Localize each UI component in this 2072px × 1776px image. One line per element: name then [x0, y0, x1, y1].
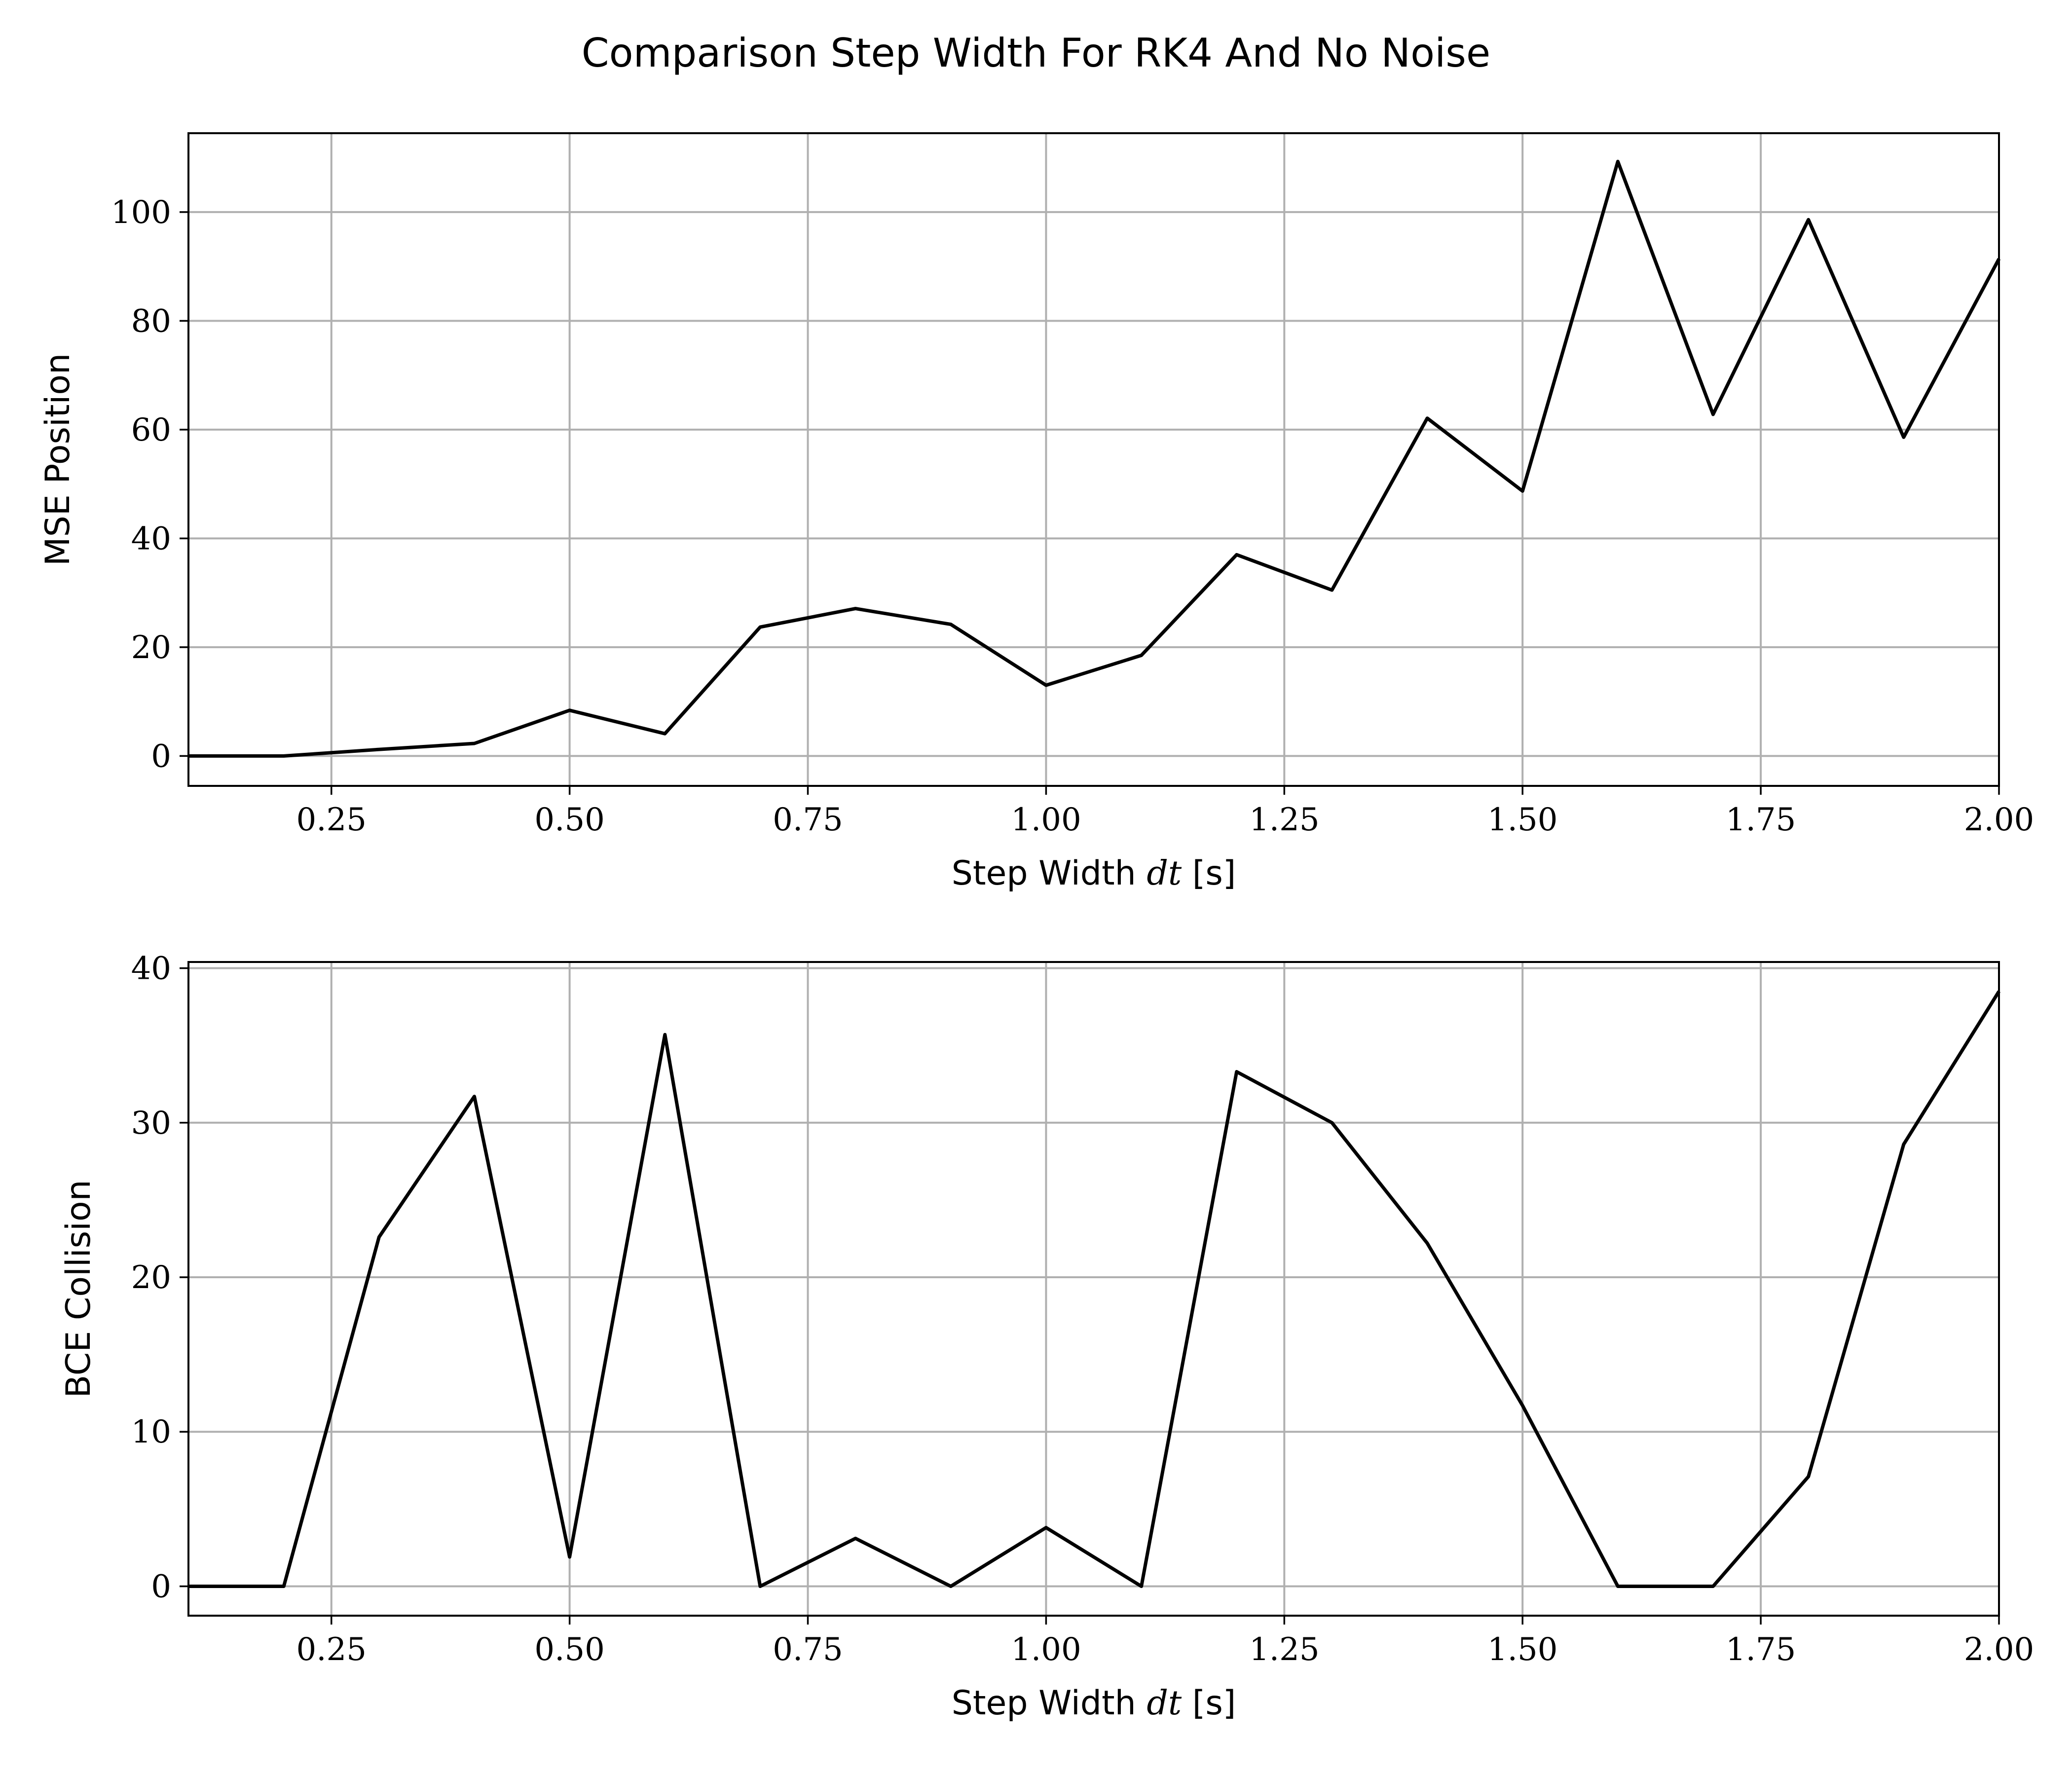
x-tick-label: 1.50 [1487, 1631, 1558, 1668]
y-tick-label: 40 [131, 951, 171, 987]
y-tick-label: 20 [131, 629, 171, 666]
x-tick-label: 1.25 [1249, 802, 1320, 838]
subplot-bce: 0.25 0.50 0.75 1.00 1.25 1.50 1.75 2.00 0 10 20 30 4… [59, 951, 2034, 1723]
y-tick-label: 0 [151, 738, 171, 775]
x-tick-label: 0.25 [296, 1631, 367, 1668]
y-tick-label: 10 [131, 1414, 171, 1450]
axes-frame [187, 132, 2000, 787]
x-tick-label: 2.00 [1964, 1631, 2035, 1668]
x-tick-label: 0.50 [534, 802, 605, 838]
x-tick-label: 1.00 [1011, 802, 1081, 838]
y-axis-label: MSE Position [38, 353, 77, 566]
x-tick-label: 0.50 [534, 1631, 605, 1668]
y-axis-label: BCE Collision [59, 1180, 98, 1398]
x-axis-label: Step Width dt [s] [952, 1684, 1236, 1723]
x-axis-label: Step Width dt [s] [952, 854, 1236, 893]
y-tick-label: 60 [131, 412, 171, 448]
x-tick-label: 0.75 [773, 802, 843, 838]
subplots: 0.25 0.50 0.75 1.00 1.25 1.50 1.75 2.00 0 20 40 60 8… [38, 132, 2035, 1723]
axes-frame [187, 961, 2000, 1617]
series-line-bce [188, 990, 2000, 1588]
y-tick-label: 30 [131, 1105, 171, 1142]
y-tick-label: 100 [111, 194, 171, 231]
y-tick-label: 20 [131, 1259, 171, 1296]
series-line-mse [188, 159, 2001, 758]
x-tick-label: 1.00 [1011, 1631, 1081, 1668]
x-tick-label: 1.75 [1726, 802, 1796, 838]
x-tick-label: 1.75 [1726, 1631, 1796, 1668]
x-tick-label: 0.75 [773, 1631, 843, 1668]
y-tick-label: 40 [131, 520, 171, 557]
y-tick-label: 80 [131, 303, 171, 339]
x-tick-label: 1.25 [1249, 1631, 1320, 1668]
x-tick-label: 0.25 [296, 802, 367, 838]
chart-title: Comparison Step Width For RK4 And No Noi… [582, 30, 1490, 76]
y-tick-label: 0 [151, 1568, 171, 1605]
x-tick-label: 1.50 [1487, 802, 1558, 838]
x-tick-label: 2.00 [1964, 802, 2035, 838]
subplot-mse: 0.25 0.50 0.75 1.00 1.25 1.50 1.75 2.00 0 20 40 60 8… [38, 132, 2035, 893]
